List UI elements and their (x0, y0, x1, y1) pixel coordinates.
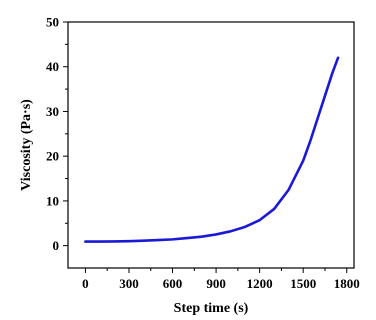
y-tick-label: 30 (46, 104, 59, 119)
y-tick-label: 20 (46, 149, 59, 164)
x-tick-label: 600 (163, 276, 183, 291)
y-tick-label: 0 (53, 238, 60, 253)
x-tick-label: 900 (206, 276, 226, 291)
plot-frame (67, 21, 355, 269)
x-tick-label: 300 (119, 276, 139, 291)
series-layer (84, 56, 340, 243)
viscosity-series-line (84, 56, 340, 243)
y-tick-label: 10 (46, 193, 59, 208)
y-tick-label: 50 (46, 15, 59, 30)
x-axis: 0 300 600 900 1200 1500 1800 (82, 268, 360, 291)
x-tick-label: 1200 (247, 276, 273, 291)
x-tick-label: 1500 (290, 276, 316, 291)
y-axis: 0 10 20 30 40 50 (46, 15, 68, 253)
y-tick-label: 40 (46, 59, 59, 74)
x-tick-label: 0 (82, 276, 89, 291)
x-tick-label: 1800 (334, 276, 360, 291)
x-axis-title: Step time (s) (174, 301, 249, 316)
y-axis-title: Viscosity (Pa·s) (19, 99, 34, 191)
